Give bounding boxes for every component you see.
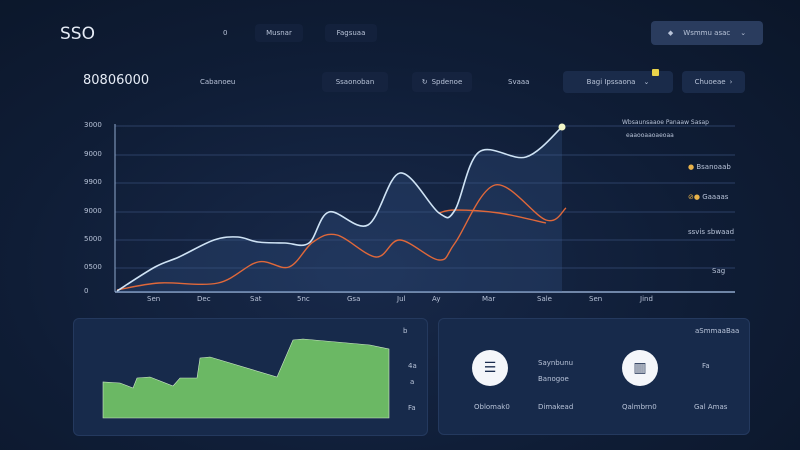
y-tick-label: 9900	[84, 178, 102, 186]
legend-dot-icon: ●	[688, 163, 695, 171]
legend-item-1: ● Bsanoaab	[688, 163, 731, 171]
nav-item-home[interactable]: 0	[223, 29, 228, 37]
info-line-2: Banogoe	[538, 375, 569, 383]
y-tick-label: 9000	[84, 150, 102, 158]
info-label-1: Oblomak0	[474, 403, 510, 411]
area-tick-3: a	[410, 378, 415, 386]
legend-item-4: Sag	[712, 267, 726, 275]
info-label-3: Qalmbrn0	[622, 403, 657, 411]
y-tick-label: 0	[84, 287, 89, 295]
account-button[interactable]: ◆ Wsmmu asac ⌄	[651, 21, 763, 45]
page-subtitle: Cabanoeu	[200, 78, 236, 86]
sort-select-label: Chuoeae	[694, 78, 726, 86]
area-tick-2: 4a	[408, 362, 417, 370]
legend-label-2: Gaaaas	[702, 193, 729, 201]
x-tick-label: Sale	[537, 295, 552, 303]
account-label: Wsmmu asac	[683, 29, 731, 37]
y-tick-label: 9000	[84, 207, 102, 215]
chevron-icon: ⌄	[643, 78, 650, 86]
y-tick-label: 0500	[84, 263, 102, 271]
toolbar-link[interactable]: Svaaa	[508, 78, 530, 86]
legend-item-2: ⊘● Gaaaas	[688, 193, 728, 201]
series-area-fill	[117, 127, 562, 292]
nav-item-fagsuaa[interactable]: Fagsuaa	[325, 24, 377, 42]
book-icon[interactable]: ▥	[622, 350, 658, 386]
series-line-tertiary	[438, 209, 547, 224]
legend-label-1: Bsanoaab	[696, 163, 731, 171]
info-label-4: Gal Amas	[694, 403, 728, 411]
logo: SSO	[60, 24, 95, 44]
x-tick-label: Sat	[250, 295, 262, 303]
toolbar-button-1[interactable]: Ssaonoban	[322, 72, 388, 92]
toolbar-button-2-label: Spdenoe	[431, 78, 463, 86]
series-line-secondary	[116, 184, 567, 291]
area-tick-4: Fa	[408, 404, 416, 412]
toolbar-button-2[interactable]: ↻ Spdenoe	[412, 72, 472, 92]
refresh-icon: ↻	[421, 78, 428, 86]
highlight-point[interactable]	[558, 123, 566, 131]
series-line-primary	[116, 126, 563, 292]
area-tick-1: b	[403, 327, 408, 335]
info-line-1: Saynbunu	[538, 359, 574, 367]
chevron-icon: ›	[729, 78, 733, 86]
x-tick-label: Jul	[397, 295, 406, 303]
nav-item-musnar[interactable]: Musnar	[255, 24, 303, 42]
chart-note-1: Wbsaunsaaoe Panaaw Sasap	[622, 119, 709, 126]
legend-item-3: ssvis sbwaad	[688, 228, 735, 236]
filter-select[interactable]: Bagi Ipssaona ⌄	[563, 69, 673, 93]
info-heading: aSmmaaBaa	[695, 327, 740, 335]
page-title: 80806000	[83, 73, 150, 88]
y-tick-label: 3000	[84, 121, 102, 129]
notification-badge	[652, 69, 659, 76]
info-side-value: Fa	[702, 362, 710, 370]
document-stack-icon[interactable]: ☰	[472, 350, 508, 386]
sort-select[interactable]: Chuoeae ›	[682, 71, 745, 93]
x-tick-label: Mar	[482, 295, 496, 303]
x-tick-label: Gsa	[347, 295, 361, 303]
x-tick-label: Sen	[147, 295, 161, 303]
filter-select-label: Bagi Ipssaona	[586, 78, 636, 86]
area-chart-panel	[73, 318, 428, 436]
legend-dot-icon: ⊘●	[688, 193, 700, 201]
line-chart	[114, 123, 735, 293]
chart-note-2: eaaooaaoaeoaa	[626, 132, 674, 139]
x-tick-label: Ay	[432, 295, 441, 303]
y-tick-label: 5000	[84, 235, 102, 243]
x-tick-label: 5nc	[297, 295, 310, 303]
x-tick-label: Jind	[640, 295, 653, 303]
x-tick-label: Dec	[197, 295, 211, 303]
x-tick-label: Sen	[589, 295, 603, 303]
info-label-2: Dimakead	[538, 403, 574, 411]
diamond-icon: ◆	[667, 29, 674, 37]
chevron-down-icon: ⌄	[740, 29, 747, 37]
